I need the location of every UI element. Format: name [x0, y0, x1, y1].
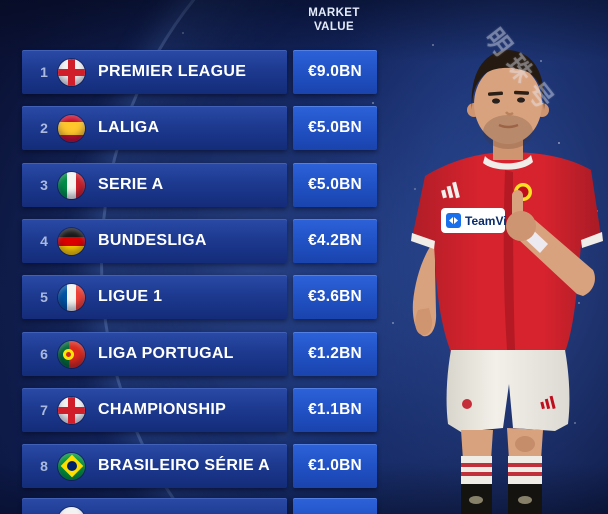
stubble — [483, 115, 533, 149]
rank-label: 4 — [40, 233, 48, 249]
league-name: PREMIER LEAGUE — [98, 63, 247, 80]
player-legs — [461, 428, 543, 460]
rank-label: 7 — [40, 402, 48, 418]
flag-icon — [58, 506, 85, 514]
league-bar: 6 LIGA PORTUGAL — [22, 332, 287, 376]
flag-icon — [58, 227, 85, 255]
rank-label: 3 — [40, 177, 48, 193]
league-bar: 7 CHAMPIONSHIP — [22, 388, 287, 432]
league-row-5: 5 LIGUE 1 €3.6BN — [22, 275, 380, 319]
flag-icon — [58, 58, 85, 86]
market-value-cell: €3.6BN — [293, 275, 377, 319]
market-value-column-header: MARKET VALUE — [281, 6, 387, 35]
league-row-1: 1 PREMIER LEAGUE €9.0BN — [22, 50, 380, 94]
market-value: €1.1BN — [308, 401, 362, 418]
rank-label: 1 — [40, 64, 48, 80]
player-left-arm — [412, 240, 437, 337]
league-row-8: 8 BRASILEIRO SÉRIE A €1.0BN — [22, 444, 380, 488]
league-name: LIGA PORTUGAL — [98, 345, 234, 362]
flag-icon — [58, 114, 85, 142]
market-value-cell: €4.2BN — [293, 219, 377, 263]
league-name: BUNDESLIGA — [98, 232, 207, 249]
market-value: €9.0BN — [308, 63, 362, 80]
league-bar: 1 PREMIER LEAGUE — [22, 50, 287, 94]
player-shorts — [446, 350, 570, 432]
league-name: CHAMPIONSHIP — [98, 401, 227, 418]
league-row-3: 3 SERIE A €5.0BN — [22, 163, 380, 207]
league-row-4: 4 BUNDESLIGA €4.2BN — [22, 219, 380, 263]
player-photo: TeamVi — [411, 50, 603, 514]
player-socks — [461, 456, 542, 514]
player-hair — [471, 50, 545, 110]
flag-icon — [58, 171, 85, 199]
player-jersey — [411, 152, 603, 352]
market-value: €1.2BN — [308, 345, 362, 362]
league-bar: 5 LIGUE 1 — [22, 275, 287, 319]
market-value: €3.6BN — [308, 288, 362, 305]
market-value-header-line1: MARKET — [308, 7, 360, 19]
flag-icon — [58, 452, 85, 480]
league-bar — [22, 498, 287, 514]
league-bar: 8 BRASILEIRO SÉRIE A — [22, 444, 287, 488]
jersey-sponsor: TeamVi — [441, 208, 507, 233]
rank-label: 5 — [40, 289, 48, 305]
league-name: SERIE A — [98, 176, 164, 193]
league-row-2: 2 LALIGA €5.0BN — [22, 106, 380, 150]
market-value-cell: €1.2BN — [293, 332, 377, 376]
market-value: €5.0BN — [308, 176, 362, 193]
market-value-cell: €1.0BN — [293, 444, 377, 488]
league-name: BRASILEIRO SÉRIE A — [98, 457, 270, 474]
market-value-cell: €9.0BN — [293, 50, 377, 94]
rank-label: 8 — [40, 458, 48, 474]
market-value-cell: €1.1BN — [293, 388, 377, 432]
flag-icon — [58, 340, 85, 368]
market-value-header-line2: VALUE — [313, 21, 355, 34]
league-ranking-list: 1 PREMIER LEAGUE €9.0BN 2 LALIGA €5.0BN … — [22, 0, 380, 514]
league-bar: 3 SERIE A — [22, 163, 287, 207]
rank-label: 6 — [40, 346, 48, 362]
sponsor-text: TeamVi — [465, 214, 507, 228]
adidas-logo-icon — [441, 181, 460, 199]
player-thumbs-up-arm — [506, 190, 595, 296]
market-value-cell: €5.0BN — [293, 106, 377, 150]
market-value: €1.0BN — [308, 457, 362, 474]
league-row-6: 6 LIGA PORTUGAL €1.2BN — [22, 332, 380, 376]
flag-icon — [58, 283, 85, 311]
player-head — [467, 50, 549, 160]
market-value-cell — [293, 498, 377, 514]
market-value: €4.2BN — [308, 232, 362, 249]
flag-icon — [58, 396, 85, 424]
market-value-cell: €5.0BN — [293, 163, 377, 207]
league-name: LIGUE 1 — [98, 288, 163, 305]
league-row-9-partial — [22, 498, 380, 514]
league-bar: 2 LALIGA — [22, 106, 287, 150]
league-row-7: 7 CHAMPIONSHIP €1.1BN — [22, 388, 380, 432]
thumb — [512, 190, 523, 220]
league-name: LALIGA — [98, 119, 160, 136]
rank-label: 2 — [40, 120, 48, 136]
league-bar: 4 BUNDESLIGA — [22, 219, 287, 263]
market-value: €5.0BN — [308, 119, 362, 136]
teamviewer-logo-icon — [446, 213, 461, 228]
